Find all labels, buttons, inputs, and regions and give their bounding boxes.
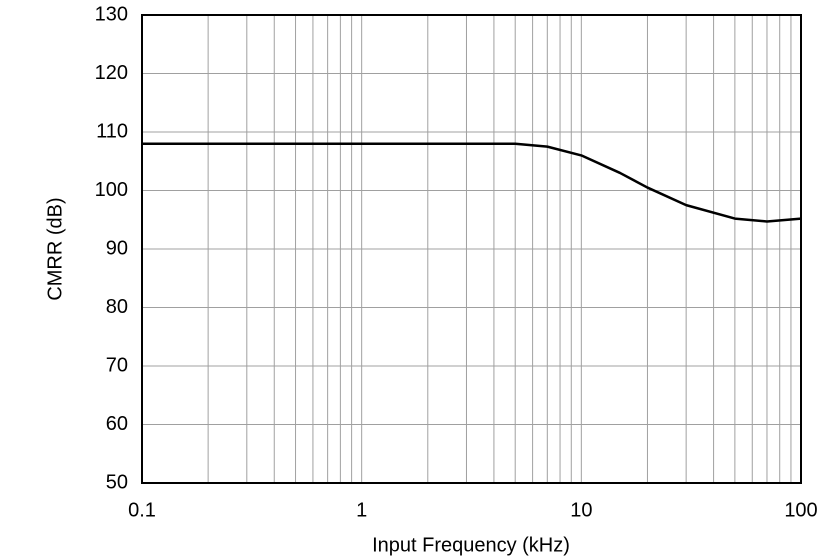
x-axis-label: Input Frequency (kHz) [372, 534, 570, 556]
y-tick-label: 120 [95, 62, 128, 84]
y-tick-label: 110 [96, 120, 128, 142]
y-tick-label: 60 [106, 413, 128, 435]
x-tick-label: 100 [784, 499, 817, 521]
y-tick-label: 90 [106, 237, 128, 259]
y-tick-label: 70 [106, 354, 128, 376]
plot-frame [141, 14, 802, 484]
y-tick-label: 50 [106, 471, 128, 493]
y-tick-label: 80 [106, 296, 128, 318]
y-tick-label: 130 [95, 3, 128, 25]
x-tick-label: 10 [570, 499, 592, 521]
y-tick-label: 100 [95, 179, 128, 201]
y-axis-label: CMRR (dB) [44, 197, 66, 300]
data-line [142, 142, 802, 223]
x-tick-label: 1 [356, 499, 367, 521]
x-tick-label: 0.1 [128, 499, 156, 521]
